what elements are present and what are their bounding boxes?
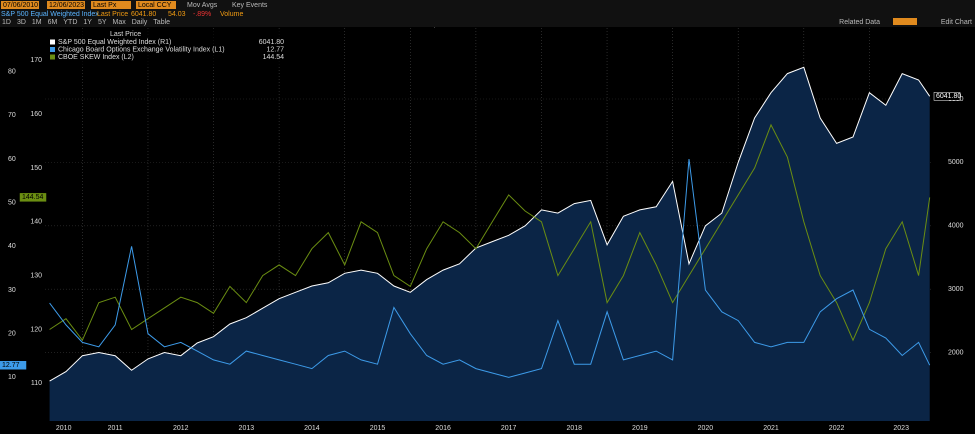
change-pct: -.89% — [193, 11, 211, 18]
legend-title: Last Price — [110, 31, 141, 38]
value-flag — [0, 360, 27, 370]
key-events[interactable]: Key Events — [232, 2, 268, 9]
y2-tick-label: 4000 — [948, 223, 964, 230]
value-flag-label: 6041.80 — [936, 93, 961, 100]
y3-tick-label: 140 — [30, 219, 42, 226]
x-tick-label: 2015 — [370, 425, 386, 432]
value-flag-label: 144.54 — [22, 194, 44, 201]
legend-entry: Chicago Board Options Exchange Volatilit… — [58, 46, 225, 53]
period-button[interactable]: 1Y — [83, 19, 92, 26]
change: 54.03 — [168, 11, 186, 18]
period-button[interactable]: Table — [153, 19, 170, 26]
legend-swatch — [50, 54, 55, 60]
ccy-select[interactable] — [136, 1, 176, 9]
y-tick-label: 60 — [8, 156, 16, 163]
value-flag — [933, 92, 961, 101]
y3-tick-label: 120 — [30, 326, 42, 333]
price-label: Last Price — [97, 11, 128, 18]
security: S&P 500 Equal Weighted Index — [1, 11, 99, 18]
field-select[interactable] — [91, 1, 131, 9]
legend-swatch — [50, 39, 55, 45]
y-tick-label: 70 — [8, 112, 16, 119]
search-field[interactable] — [893, 18, 917, 25]
date-field[interactable] — [47, 1, 85, 9]
period-button[interactable]: 3D — [17, 19, 26, 26]
line — [49, 123, 931, 342]
x-tick-label: 2012 — [173, 425, 189, 432]
line — [49, 66, 931, 382]
legend-value: 144.54 — [263, 54, 285, 61]
date-field[interactable] — [1, 1, 39, 9]
x-tick-label: 2021 — [763, 425, 779, 432]
period-button[interactable]: 1M — [32, 19, 42, 26]
value-flag — [19, 193, 47, 202]
x-tick-label: 2011 — [108, 425, 123, 432]
y-tick-label: 20 — [8, 331, 16, 338]
area — [49, 67, 930, 422]
period-button[interactable]: 1D — [2, 19, 11, 26]
legend-swatch — [50, 47, 55, 52]
x-tick-label: 2019 — [632, 425, 648, 432]
mov-avgs[interactable]: Mov Avgs — [187, 2, 218, 9]
period-bar: 1D 3D 1M 6M YTD 1Y 5Y Max Daily Table — [2, 19, 170, 26]
period-button[interactable]: 5Y — [98, 19, 107, 26]
value-flag-label: 12.77 — [2, 362, 20, 369]
x-tick-label: 2016 — [435, 425, 451, 432]
currency[interactable]: Local CCY — [138, 2, 172, 9]
x-tick-label: 2023 — [893, 425, 909, 432]
end-date[interactable]: 12/06/2023 — [49, 2, 84, 9]
line — [49, 158, 931, 378]
y2-tick-label: 3000 — [948, 286, 964, 293]
x-tick-label: 2010 — [56, 425, 72, 432]
volume: Volume — [220, 11, 243, 18]
price: 6041.80 — [131, 11, 156, 18]
y-tick-label: 50 — [8, 200, 16, 207]
related-data[interactable]: Related Data — [839, 19, 880, 26]
y-tick-label: 40 — [8, 243, 16, 250]
y-tick-label: 10 — [8, 374, 16, 381]
x-tick-label: 2022 — [829, 425, 845, 432]
y3-tick-label: 170 — [30, 57, 42, 64]
x-tick-label: 2020 — [698, 425, 714, 432]
y2-tick-label: 2000 — [948, 349, 964, 356]
start-date[interactable]: 07/06/2010 — [3, 2, 38, 9]
legend-entry: S&P 500 Equal Weighted Index (R1) — [58, 39, 171, 46]
period-button[interactable]: YTD — [63, 19, 77, 26]
y3-tick-label: 160 — [30, 111, 42, 118]
legend-entry: CBOE SKEW Index (L2) — [58, 54, 134, 61]
x-tick-label: 2014 — [304, 425, 320, 432]
legend-value: 12.77 — [266, 46, 284, 53]
y2-tick-label: 5000 — [948, 159, 964, 166]
plot — [45, 28, 933, 422]
legend-value: 6041.80 — [259, 39, 284, 46]
period-button[interactable]: Daily — [132, 19, 148, 26]
y-tick-label: 80 — [8, 69, 16, 76]
x-tick-label: 2017 — [501, 425, 517, 432]
y3-tick-label: 130 — [30, 272, 42, 279]
x-tick-label: 2013 — [239, 425, 255, 432]
x-tick-label: 2018 — [566, 425, 582, 432]
legend-bg — [47, 30, 287, 66]
edit-chart[interactable]: Edit Chart — [941, 19, 972, 26]
period-button[interactable]: 6M — [48, 19, 58, 26]
y3-tick-label: 150 — [30, 165, 42, 172]
y3-tick-label: 110 — [31, 380, 42, 387]
period-button[interactable]: Max — [113, 19, 127, 26]
y-tick-label: 30 — [8, 287, 16, 294]
field[interactable]: Last Px — [93, 2, 117, 9]
